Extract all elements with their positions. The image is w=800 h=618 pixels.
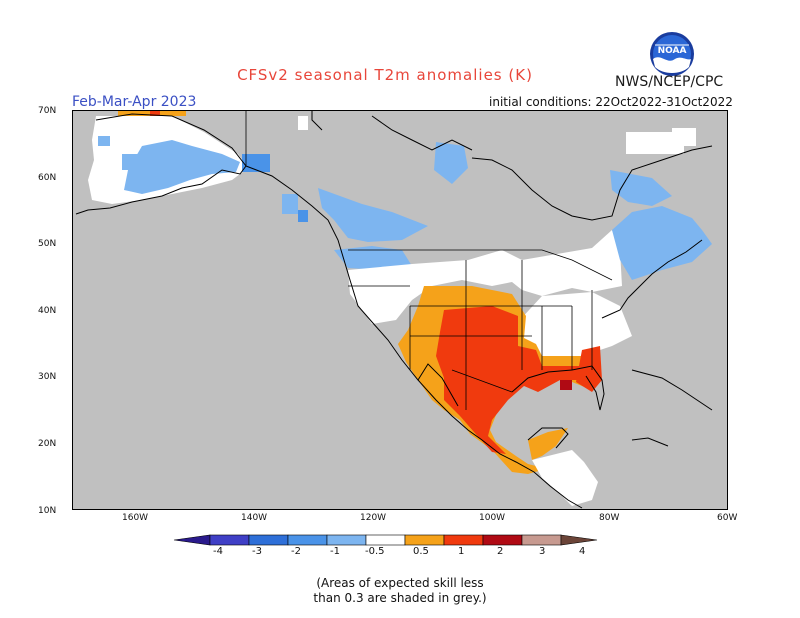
colorbar-swatch <box>443 534 484 546</box>
region-interior-neutral <box>348 128 712 356</box>
lat-label: 60N <box>38 173 57 183</box>
colorbar-label: 3 <box>539 546 546 557</box>
colorbar-swatch <box>287 534 328 546</box>
colorbar-label: 4 <box>579 546 586 557</box>
lat-label: 30N <box>38 372 57 382</box>
lon-label: 100W <box>479 513 506 523</box>
colorbar-swatch <box>365 534 406 546</box>
lon-label: 160W <box>122 513 149 523</box>
coastlines <box>75 110 713 509</box>
colorbar-swatch <box>209 534 250 546</box>
colorbar-swatch <box>248 534 289 546</box>
noaa-logo: NOAA <box>650 32 694 76</box>
political-borders <box>245 110 613 410</box>
colorbar-label: 1 <box>458 546 465 557</box>
lat-label: 10N <box>38 506 57 516</box>
colorbar-swatch <box>326 534 367 546</box>
colorbar-swatch <box>404 534 445 546</box>
lat-label: 40N <box>38 306 57 316</box>
lat-label: 20N <box>38 439 57 449</box>
lat-label: 50N <box>38 239 57 249</box>
colorbar-swatch <box>482 534 523 546</box>
colorbar-label: -2 <box>291 546 301 557</box>
colorbar-label: 0.5 <box>413 546 429 557</box>
lon-label: 120W <box>360 513 387 523</box>
skill-note-line2: than 0.3 are shaded in grey.) <box>313 591 487 605</box>
lat-label: 70N <box>38 106 57 116</box>
svg-text:NOAA: NOAA <box>658 46 687 56</box>
colorbar-arrow-high <box>560 534 598 546</box>
map-frame <box>72 110 728 510</box>
lon-label: 140W <box>241 513 268 523</box>
colorbar-label: -1 <box>330 546 340 557</box>
agency-label: NWS/NCEP/CPC <box>615 74 724 90</box>
map-title: CFSv2 seasonal T2m anomalies (K) <box>237 66 533 84</box>
colorbar-label: -3 <box>252 546 262 557</box>
skill-note-line1: (Areas of expected skill less <box>316 576 484 590</box>
colorbar-label: -4 <box>213 546 223 557</box>
colorbar-swatch <box>521 534 562 546</box>
skill-note: (Areas of expected skill less than 0.3 a… <box>0 576 800 606</box>
colorbar-label: -0.5 <box>365 546 385 557</box>
region-central-america <box>532 450 598 506</box>
region-northwest-cold <box>282 116 468 270</box>
initial-conditions: initial conditions: 22Oct2022-31Oct2022 <box>489 95 733 109</box>
forecast-period: Feb-Mar-Apr 2023 <box>72 94 197 110</box>
colorbar <box>173 534 598 546</box>
lon-label: 60W <box>717 513 738 523</box>
colorbar-label: 2 <box>497 546 504 557</box>
colorbar-arrow-low <box>173 534 211 546</box>
anomaly-map <box>72 110 728 510</box>
lon-label: 80W <box>599 513 620 523</box>
region-warm-anomaly <box>398 286 602 474</box>
